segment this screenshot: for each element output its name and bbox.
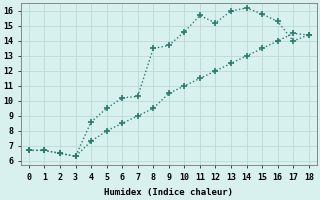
- X-axis label: Humidex (Indice chaleur): Humidex (Indice chaleur): [104, 188, 233, 197]
